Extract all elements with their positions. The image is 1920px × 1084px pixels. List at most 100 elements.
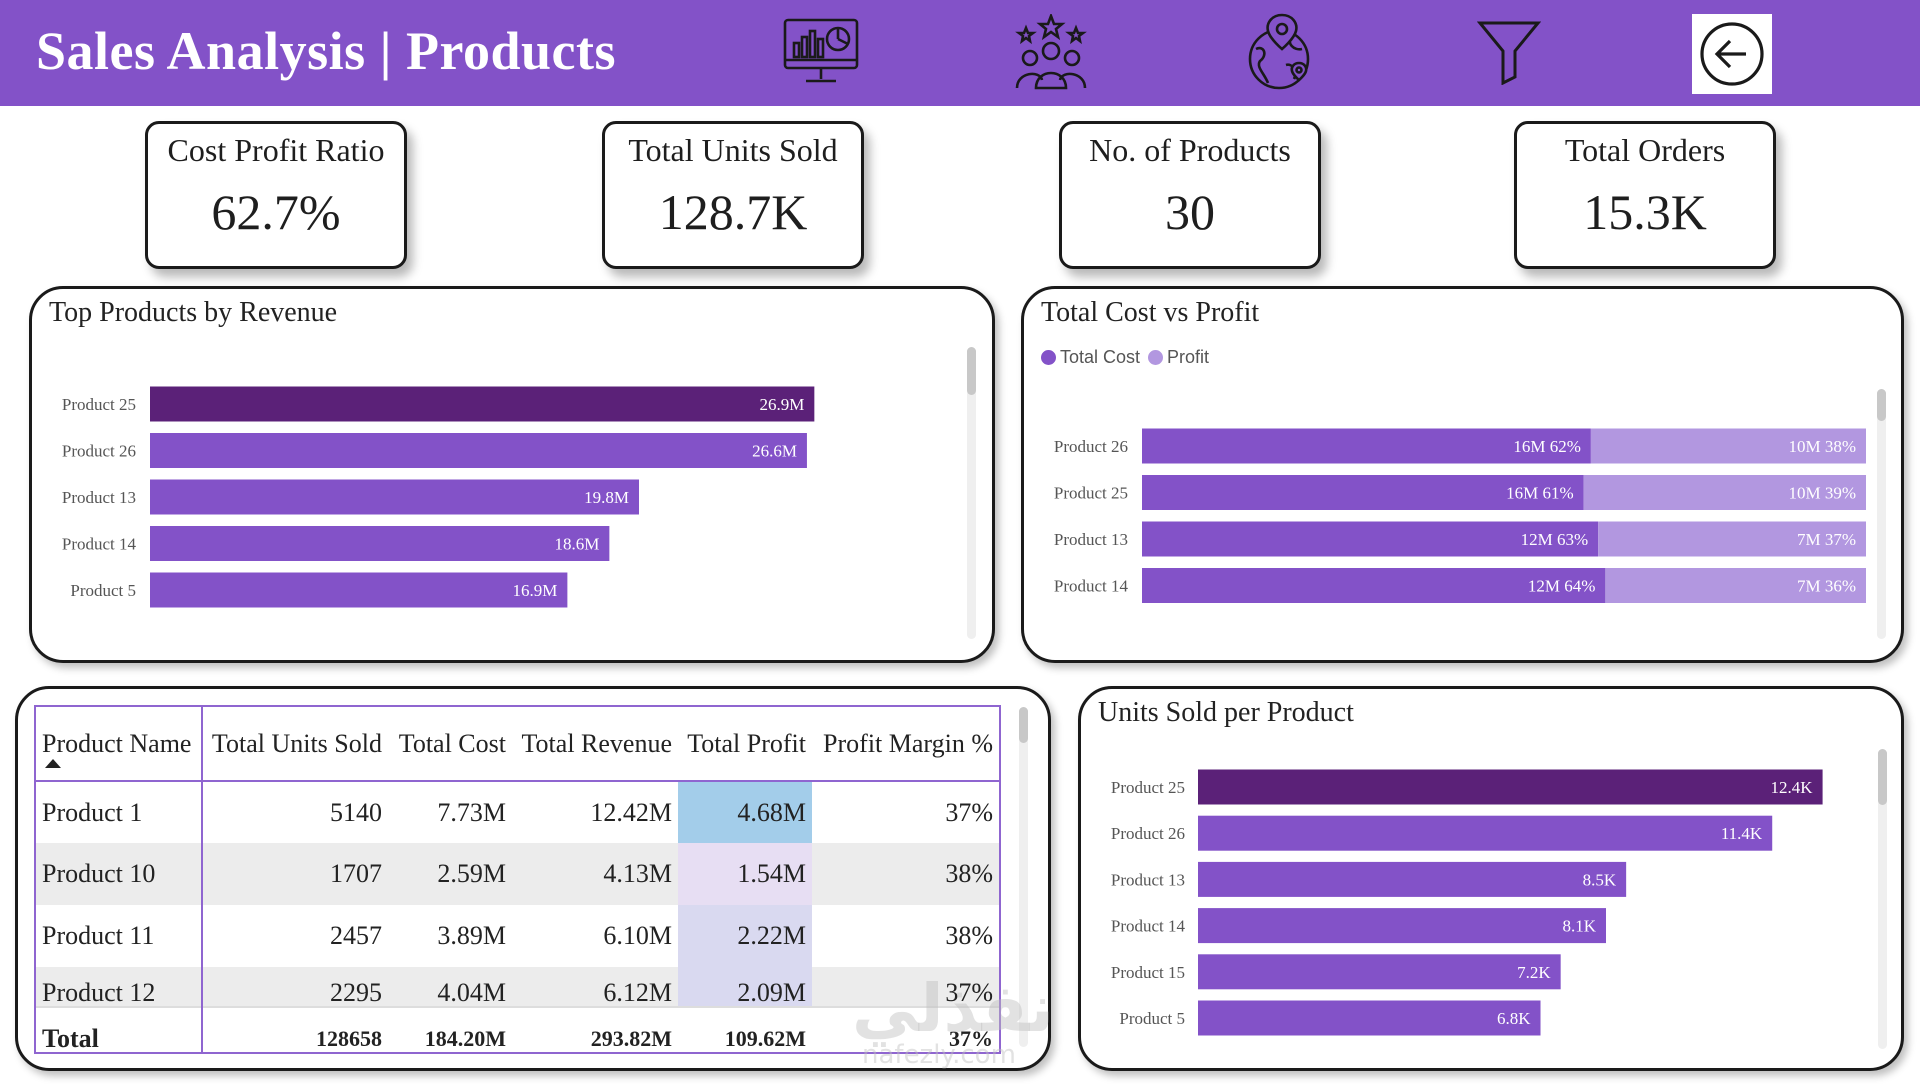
cell-units: 5140 xyxy=(330,797,382,827)
scrollbar-track[interactable] xyxy=(1877,389,1886,639)
data-label-profit: 7M 37% xyxy=(1797,530,1856,549)
category-label: Product 14 xyxy=(62,535,137,554)
bar xyxy=(1198,815,1773,851)
scrollbar-thumb[interactable] xyxy=(1878,749,1887,805)
category-label: Product 26 xyxy=(1111,824,1185,843)
data-label-profit: 10M 39% xyxy=(1788,484,1856,503)
table-row[interactable]: Product 11 2457 3.89M 6.10M 2.22M 38% xyxy=(36,905,999,967)
data-label-profit: 10M 38% xyxy=(1788,437,1856,456)
cell-cost: 7.73M xyxy=(437,797,506,827)
kpi-label: Total Units Sold xyxy=(628,132,838,168)
data-label-profit: 7M 36% xyxy=(1797,577,1856,596)
bar xyxy=(1198,954,1561,990)
data-label-total-cost: 16M 61% xyxy=(1506,484,1574,503)
header-bar: Sales Analysis | Products xyxy=(0,0,1920,106)
globe-location-icon[interactable] xyxy=(1240,12,1322,92)
column-header-total-profit[interactable]: Total Profit xyxy=(687,728,806,758)
units-sold-panel: Units Sold per Product Product 25 12.4K Pr… xyxy=(1078,686,1904,1071)
category-label: Product 25 xyxy=(1054,484,1128,503)
column-header-total-revenue[interactable]: Total Revenue xyxy=(521,728,672,758)
bar-total-cost xyxy=(1142,475,1584,510)
cell-cost: 3.89M xyxy=(437,921,506,950)
cost-profit-stacked-chart: Product 26 16M 62% 10M 38% Product 25 16M 61… xyxy=(1054,428,1866,603)
filter-icon[interactable] xyxy=(1468,12,1550,92)
product-table: Product Name Total Units Sold Total Cost… xyxy=(34,705,1001,1054)
dashboard-icon[interactable] xyxy=(780,12,862,92)
cell-total-label: Total xyxy=(36,1006,203,1052)
top-products-revenue-panel: Top Products by Revenue Product 25 26.9M P… xyxy=(29,286,995,663)
watermark-url: nafezly.com xyxy=(862,1040,1016,1070)
category-label: Product 5 xyxy=(70,581,136,600)
data-label-total-cost: 16M 62% xyxy=(1513,437,1581,456)
cell-product-name: Product 10 xyxy=(36,843,203,905)
cell-product-name: Product 11 xyxy=(36,905,203,967)
cell-units: 2457 xyxy=(330,921,382,950)
scrollbar-thumb[interactable] xyxy=(1019,707,1028,743)
cell-revenue: 6.10M xyxy=(603,921,672,950)
table-row[interactable]: Product 10 1707 2.59M 4.13M 1.54M 38% xyxy=(36,843,999,905)
legend-item-profit[interactable]: Profit xyxy=(1148,347,1209,368)
legend-item-total-cost[interactable]: Total Cost xyxy=(1041,347,1140,368)
page-title: Sales Analysis | Products xyxy=(36,21,617,81)
kpi-card-total-units-sold: Total Units Sold 128.7K xyxy=(602,121,864,269)
back-arrow-icon xyxy=(1700,22,1764,86)
legend-dot xyxy=(1041,350,1056,365)
cell-margin: 38% xyxy=(812,843,999,905)
kpi-card-total-orders: Total Orders 15.3K xyxy=(1514,121,1776,269)
cell-revenue: 4.13M xyxy=(512,843,678,905)
bar xyxy=(1198,908,1606,944)
data-label: 8.1K xyxy=(1562,917,1596,936)
cell-profit: 4.68M xyxy=(678,781,812,843)
column-header-product-name[interactable]: Product Name xyxy=(36,707,203,781)
back-button[interactable] xyxy=(1692,14,1772,94)
cell-revenue: 6.12M xyxy=(512,967,678,1007)
cell-margin: 37% xyxy=(945,797,993,827)
cell-units: 1707 xyxy=(202,843,388,905)
bar xyxy=(1198,769,1823,805)
scrollbar-thumb[interactable] xyxy=(967,347,976,395)
category-label: Product 25 xyxy=(62,395,136,414)
column-header-total-units-sold[interactable]: Total Units Sold xyxy=(211,728,382,758)
customers-icon[interactable] xyxy=(1010,12,1092,92)
bar xyxy=(150,433,807,468)
units-bar-chart: Product 25 12.4K Product 26 11.4K Product 13… xyxy=(1111,769,1823,1036)
data-label: 8.5K xyxy=(1583,870,1617,889)
scrollbar-track[interactable] xyxy=(1019,707,1028,1047)
kpi-label: Cost Profit Ratio xyxy=(167,132,385,168)
bar-total-cost xyxy=(1142,521,1599,557)
category-label: Product 5 xyxy=(1119,1009,1185,1028)
category-label: Product 14 xyxy=(1054,577,1129,596)
table-row[interactable]: Product 12 2295 4.04M 6.12M 2.09M 37% xyxy=(36,967,999,1007)
kpi-card-no-of-products: No. of Products 30 xyxy=(1059,121,1321,269)
kpi-label: No. of Products xyxy=(1089,132,1291,168)
bar xyxy=(1198,861,1627,897)
data-label: 7.2K xyxy=(1517,963,1551,982)
bar xyxy=(150,526,610,561)
column-header-total-cost[interactable]: Total Cost xyxy=(398,728,506,758)
kpi-value: 62.7% xyxy=(211,184,341,240)
sort-ascending-icon[interactable] xyxy=(45,759,61,768)
table-row[interactable]: Product 1 5140 7.73M 12.42M 4.68M 37% xyxy=(36,781,999,843)
data-label: 26.6M xyxy=(752,442,797,461)
category-label: Product 13 xyxy=(1111,870,1185,889)
bar-profit xyxy=(1605,568,1866,603)
cell-total-cost: 184.20M xyxy=(388,1006,512,1052)
bar xyxy=(150,572,568,608)
scrollbar-track[interactable] xyxy=(1878,749,1887,1049)
data-label-total-cost: 12M 64% xyxy=(1528,577,1596,596)
bar xyxy=(150,386,815,422)
bar xyxy=(1198,1000,1541,1036)
legend-dot xyxy=(1148,350,1164,365)
cell-total-margin: 37% xyxy=(812,1006,999,1052)
data-label-total-cost: 12M 63% xyxy=(1521,530,1589,549)
data-label: 19.8M xyxy=(584,488,629,507)
legend-label: Profit xyxy=(1167,347,1210,367)
cell-total-units: 128658 xyxy=(202,1006,388,1052)
cell-profit: 2.09M xyxy=(678,967,812,1007)
scrollbar-track[interactable] xyxy=(967,347,976,639)
category-label: Product 13 xyxy=(62,488,136,507)
cell-cost: 4.04M xyxy=(388,967,512,1007)
scrollbar-thumb[interactable] xyxy=(1877,389,1886,421)
chart-title: Top Products by Revenue xyxy=(49,297,338,328)
column-header-profit-margin[interactable]: Profit Margin % xyxy=(823,728,993,758)
